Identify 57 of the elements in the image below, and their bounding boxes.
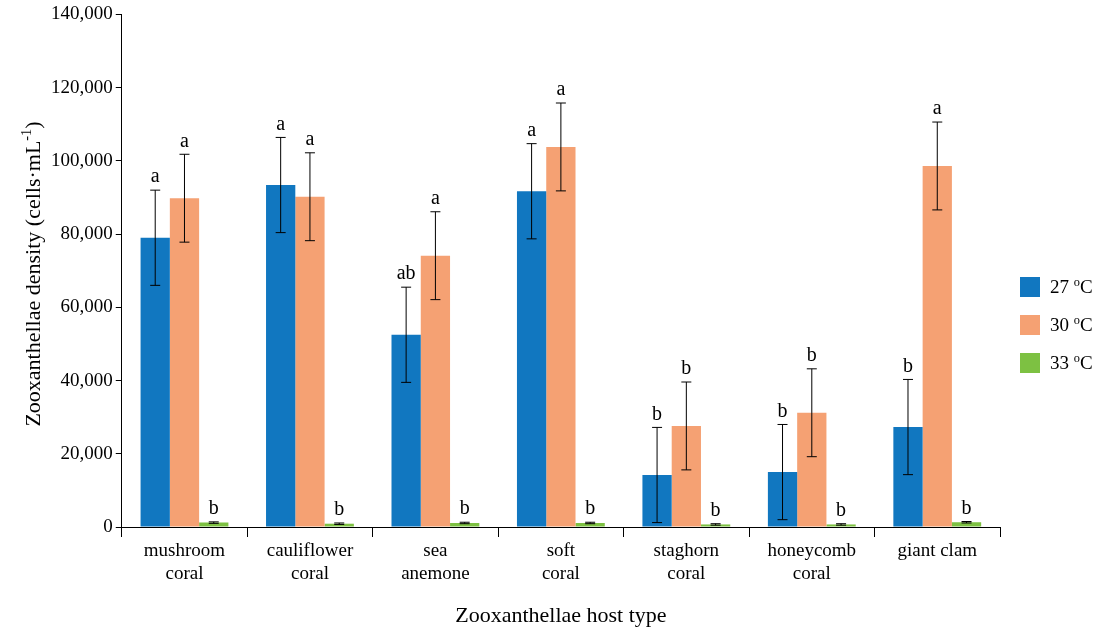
bar (295, 196, 325, 527)
y-tick-label: 140,000 (51, 2, 113, 24)
bar (391, 334, 421, 527)
data-label: b (710, 497, 721, 520)
bar (922, 165, 952, 527)
bar (642, 475, 672, 527)
x-tick-label: mushroom coral (143, 539, 226, 584)
data-label: a (180, 128, 190, 151)
legend-label: 33 $^{o}$C (1050, 351, 1093, 375)
data-label: b (777, 398, 788, 421)
data-label: a (305, 127, 315, 150)
x-tick-label: giant clam (897, 539, 978, 561)
data-label: a (276, 111, 286, 134)
legend-label: 30 $^{o}$C (1050, 313, 1093, 337)
data-label: a (932, 96, 942, 119)
legend-label: 27 $^{o}$C (1050, 275, 1093, 299)
data-label: a (150, 164, 160, 187)
y-tick-label: 40,000 (60, 368, 113, 390)
y-tick-label: 100,000 (51, 148, 113, 170)
bar (420, 255, 451, 527)
bar (546, 146, 576, 527)
data-label: b (961, 495, 972, 518)
bar (169, 198, 200, 527)
bar (767, 472, 798, 527)
data-label: b (585, 496, 596, 519)
y-tick-label: 120,000 (51, 75, 113, 97)
y-tick-label: 80,000 (60, 222, 113, 244)
x-tick-label: cauliflower coral (266, 539, 354, 584)
x-tick-label: soft coral (541, 539, 580, 584)
bar (671, 425, 701, 527)
data-label: b (902, 353, 913, 376)
bar (893, 427, 923, 527)
data-label: a (430, 186, 440, 208)
y-tick-label: 60,000 (60, 295, 113, 317)
data-label: ab (396, 261, 416, 284)
y-tick-label: 0 (103, 514, 113, 536)
bar (516, 191, 547, 527)
data-label: b (334, 497, 345, 520)
x-axis-title: Zooxanthellae host type (455, 601, 667, 627)
data-label: b (836, 497, 847, 520)
y-tick-label: 20,000 (60, 441, 113, 463)
x-tick-label: staghorn coral (653, 539, 720, 584)
data-label: a (556, 77, 566, 100)
bar (266, 185, 296, 527)
data-label: b (806, 343, 817, 366)
bar (140, 237, 170, 527)
data-label: b (208, 496, 219, 519)
bar (797, 412, 827, 527)
bar (450, 522, 480, 527)
bar (575, 522, 605, 527)
data-label: b (652, 401, 663, 424)
data-label: a (527, 117, 537, 140)
data-label: b (459, 496, 470, 519)
bar (199, 522, 229, 527)
data-label: b (681, 356, 692, 379)
x-tick-label: sea anemone (401, 539, 470, 584)
x-tick-label: honeycomb coral (767, 539, 857, 584)
